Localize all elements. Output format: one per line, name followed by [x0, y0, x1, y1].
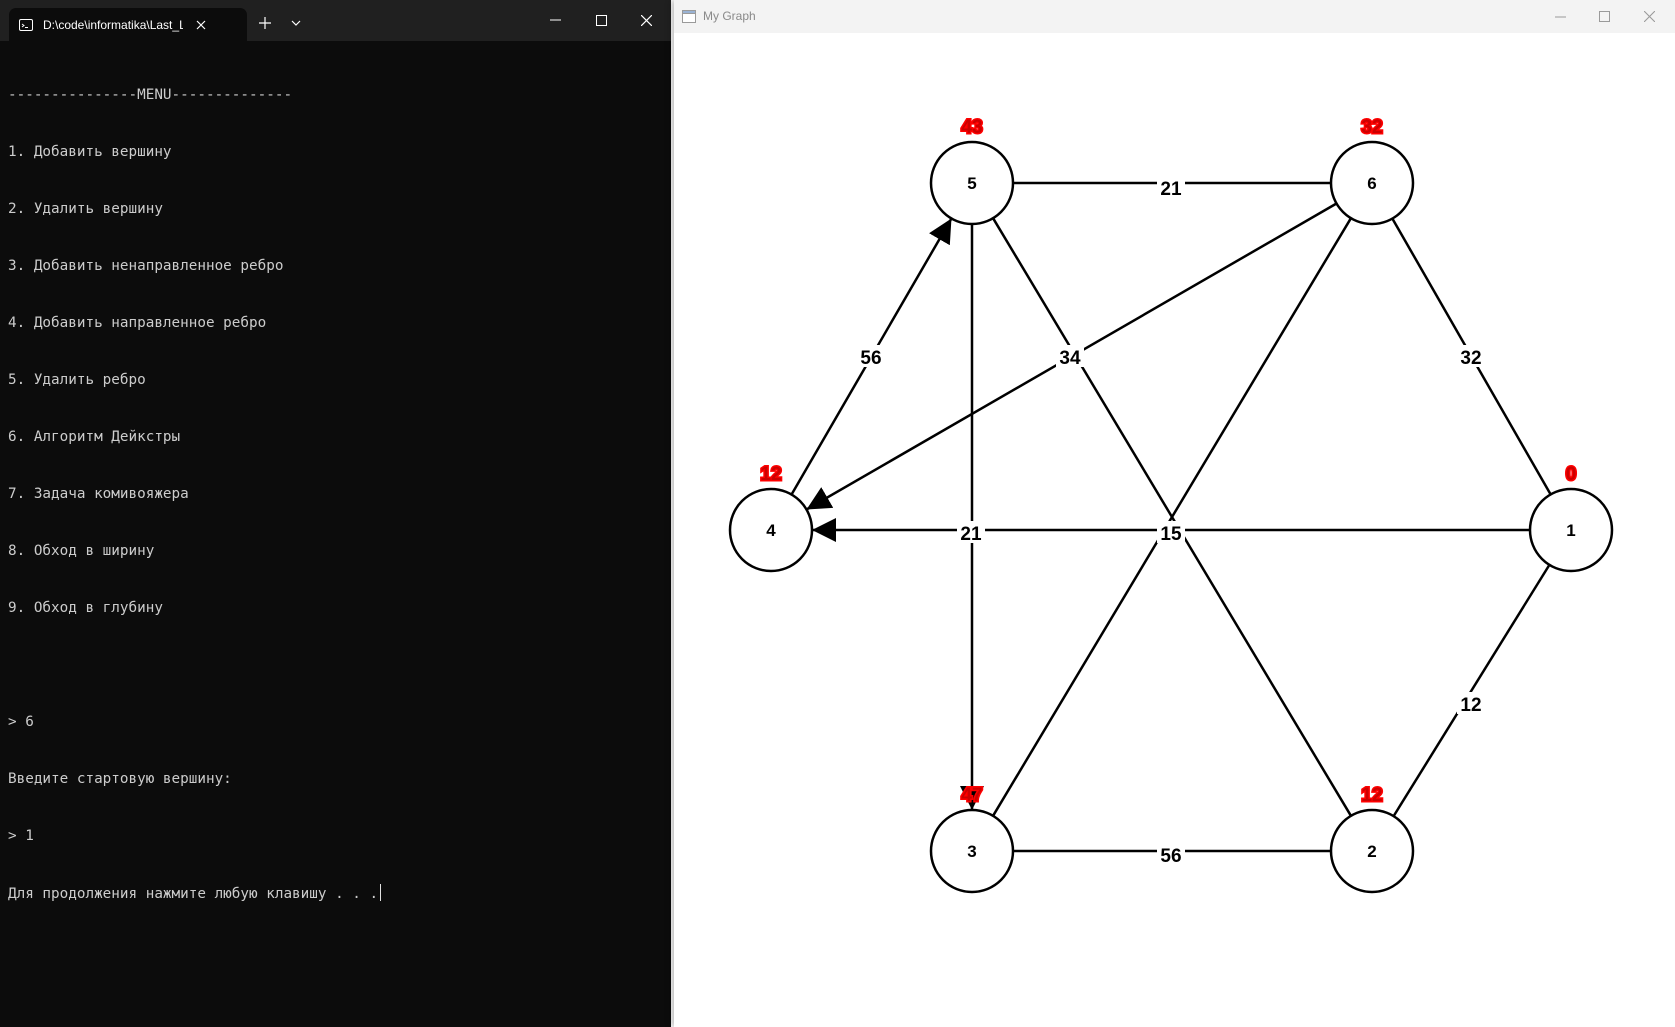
terminal-line: 7. Задача комивояжера	[8, 486, 189, 502]
minimize-icon[interactable]	[550, 19, 561, 21]
edge-weight-background	[1056, 345, 1084, 367]
node-id-label: 6	[1367, 174, 1376, 193]
edge-weight-label: 12	[1460, 695, 1481, 716]
new-tab-icon[interactable]	[259, 17, 271, 29]
edge-6-3	[991, 217, 1353, 817]
graph-titlebar[interactable]: My Graph	[674, 0, 1675, 33]
node-id-label: 5	[967, 174, 976, 193]
terminal-tab-title: D:\code\informatika\Last_LAB	[43, 17, 183, 32]
node-distance-label: 47	[961, 785, 982, 806]
terminal-line: ---------------MENU--------------	[8, 87, 293, 103]
terminal-line: 1. Добавить вершину	[8, 144, 172, 160]
close-tab-icon[interactable]	[195, 19, 207, 31]
terminal-line: Введите стартовую вершину:	[8, 771, 232, 787]
edge-weight-background	[1157, 176, 1185, 198]
node-distance-label: 0	[1566, 464, 1577, 485]
chevron-down-icon[interactable]	[291, 20, 301, 26]
node-distance-label: 43	[961, 117, 982, 138]
text-cursor	[380, 884, 382, 901]
node-id-label: 4	[766, 521, 776, 540]
node-circle[interactable]	[1329, 140, 1415, 226]
terminal-line: 8. Обход в ширину	[8, 543, 155, 559]
terminal-icon	[19, 18, 33, 31]
edge-weight-background	[1157, 521, 1185, 543]
edge-weight-background	[857, 345, 885, 367]
maximize-icon[interactable]	[1599, 11, 1610, 22]
node-id-label: 2	[1367, 842, 1376, 861]
close-window-icon[interactable]	[641, 15, 652, 26]
terminal-window[interactable]: D:\code\informatika\Last_LAB -----------…	[0, 0, 671, 1027]
node-circle[interactable]	[1329, 808, 1415, 894]
terminal-line: 4. Добавить направленное ребро	[8, 315, 267, 331]
terminal-titlebar[interactable]: D:\code\informatika\Last_LAB	[0, 0, 671, 41]
terminal-line: > 1	[8, 828, 34, 844]
minimize-icon[interactable]	[1555, 16, 1566, 18]
node-circle[interactable]	[929, 808, 1015, 894]
graph-node-4[interactable]: 4 12	[728, 463, 814, 573]
node-distance-label: 12	[760, 464, 781, 485]
app-window-icon	[682, 10, 696, 23]
terminal-prompt-line: Для продолжения нажмите любую клавишу . …	[8, 884, 663, 904]
graph-window-title: My Graph	[703, 9, 756, 23]
terminal-line: 9. Обход в глубину	[8, 600, 163, 616]
graph-node-5[interactable]: 5 43	[929, 116, 1015, 226]
terminal-line: Для продолжения нажмите любую клавишу . …	[8, 886, 379, 902]
edge-weight-background	[1457, 692, 1485, 714]
terminal-line: 6. Алгоритм Дейкстры	[8, 429, 181, 445]
edge-weight-label: 32	[1460, 348, 1481, 369]
close-window-icon[interactable]	[1644, 11, 1655, 22]
node-distance-label: 32	[1361, 117, 1382, 138]
graph-node-2[interactable]: 2 12	[1329, 784, 1415, 894]
terminal-output[interactable]: ---------------MENU-------------- 1. Доб…	[8, 48, 663, 942]
graph-node-1[interactable]: 10	[1528, 463, 1614, 573]
terminal-line: > 6	[8, 714, 34, 730]
terminal-line: 5. Удалить ребро	[8, 372, 146, 388]
edge-weight-background	[1457, 345, 1485, 367]
node-id-label: 1	[1566, 521, 1575, 540]
node-circle[interactable]	[1528, 487, 1614, 573]
edge-weight-background	[957, 521, 985, 543]
edge-weight-label: 56	[860, 348, 881, 369]
node-id-label: 3	[967, 842, 976, 861]
edge-weight-label: 21	[960, 524, 982, 545]
maximize-icon[interactable]	[596, 15, 607, 26]
terminal-line: 2. Удалить вершину	[8, 201, 163, 217]
terminal-tab[interactable]: D:\code\informatika\Last_LAB	[9, 8, 247, 41]
edge-weight-label: 21	[1160, 179, 1182, 200]
edge-weight-label: 34	[1059, 348, 1081, 369]
node-distance-label: 12	[1361, 785, 1382, 806]
graph-node-6[interactable]: 6 32	[1329, 116, 1415, 226]
node-circle[interactable]	[929, 140, 1015, 226]
edge-weight-label: 56	[1160, 846, 1181, 867]
terminal-line: 3. Добавить ненаправленное ребро	[8, 258, 284, 274]
edge-1-2	[1392, 564, 1551, 817]
graph-window[interactable]: My Graph 21 32 12 56 56 21 34 15 1 0 2 12 3 47 4 12 5 43…	[674, 0, 1675, 1027]
edge-weight-label: 15	[1160, 524, 1182, 545]
node-circle[interactable]	[728, 487, 814, 573]
edge-weight-background	[1157, 843, 1185, 865]
terminal-line	[8, 656, 663, 675]
graph-node-3[interactable]: 3 47	[929, 784, 1015, 894]
